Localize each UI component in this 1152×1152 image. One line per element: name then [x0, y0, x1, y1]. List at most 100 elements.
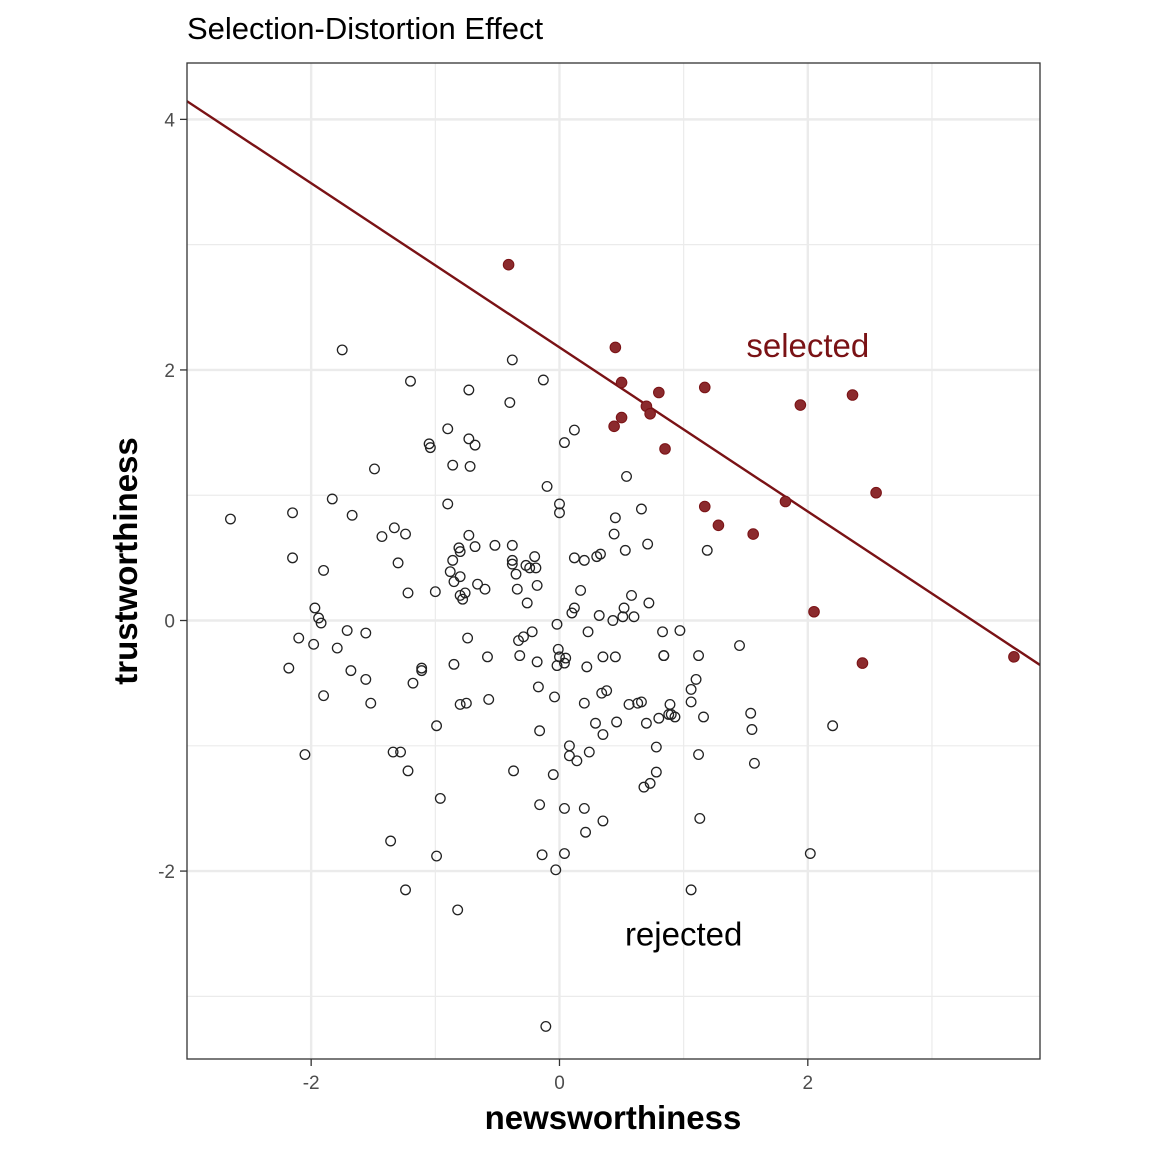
selected-point	[856, 657, 869, 669]
rejected-point	[658, 650, 670, 662]
rejected-point	[537, 374, 549, 386]
annotations: selected rejected	[625, 327, 869, 953]
rejected-point	[318, 564, 330, 576]
rejected-point	[315, 617, 327, 629]
rejected-point	[345, 665, 357, 677]
rejected-point	[447, 554, 459, 566]
rejected-point	[402, 765, 414, 777]
selected-point	[1008, 651, 1020, 663]
regression-line-layer	[187, 100, 1040, 666]
selected-point	[747, 528, 759, 540]
rejected-point	[225, 513, 236, 525]
rejected-point	[617, 611, 629, 623]
rejected-point	[549, 691, 560, 703]
rejected-point	[506, 539, 518, 551]
rejected-point	[514, 650, 526, 662]
rejected-point	[635, 503, 647, 515]
rejected-point	[536, 849, 548, 861]
rejected-point	[504, 397, 516, 408]
rejected-point	[597, 815, 609, 827]
rejected-point	[581, 661, 593, 673]
rejected-point	[623, 698, 635, 710]
selected-point	[653, 386, 665, 399]
selected-point	[644, 407, 656, 420]
rejected-point	[365, 697, 377, 709]
rejected-point	[459, 587, 471, 599]
rejected-point	[395, 746, 407, 758]
axis-ticks: -2 0 2 -2 0 2 4	[158, 110, 813, 1094]
rejected-point	[521, 597, 533, 609]
rejected-point	[559, 657, 570, 669]
selected-point	[779, 495, 792, 508]
rejected-point	[444, 566, 456, 578]
rejected-point	[531, 579, 543, 591]
rejected-point	[472, 578, 483, 590]
rejected-point	[559, 802, 570, 814]
x-tick-label: 0	[554, 1073, 565, 1094]
rejected-point	[650, 741, 662, 753]
x-tick-label: -2	[303, 1073, 320, 1094]
rejected-point	[609, 651, 621, 663]
rejected-point	[698, 711, 709, 723]
selected-point	[698, 381, 711, 394]
rejected-point	[508, 765, 519, 777]
rejected-point	[463, 433, 475, 445]
rejected-point	[566, 607, 578, 619]
rejected-point	[287, 507, 298, 519]
rejected-point	[601, 685, 613, 697]
rejected-point	[827, 720, 839, 732]
rejected-point	[541, 481, 553, 492]
selected-point	[659, 443, 671, 455]
rejected-point	[638, 781, 650, 793]
selected-point	[608, 420, 620, 433]
rejected-point	[532, 681, 544, 693]
y-tick-label: -2	[158, 862, 175, 883]
rejected-point	[657, 626, 668, 638]
rejected-point	[551, 618, 563, 630]
rejected-point	[685, 696, 697, 708]
rejected-point	[388, 522, 400, 534]
rejected-point	[506, 554, 518, 566]
rejected-point	[550, 864, 562, 876]
x-axis-title: newsworthiness	[485, 1099, 742, 1136]
rejected-point	[469, 541, 481, 553]
rejected-point	[643, 597, 655, 609]
rejected-point	[463, 384, 475, 396]
rejected-point	[597, 651, 609, 663]
rejected-point	[479, 583, 491, 595]
rejected-point	[318, 690, 330, 702]
rejected-point	[547, 769, 559, 781]
rejected-point	[568, 424, 580, 436]
rejected-point	[694, 813, 706, 824]
rejected-point	[506, 558, 518, 570]
rejected-point	[534, 799, 546, 811]
rejected-point	[578, 802, 590, 814]
rejected-point	[653, 712, 665, 724]
rejected-point	[454, 698, 466, 710]
x-tick-label: 2	[803, 1073, 814, 1094]
rejected-point	[402, 587, 414, 599]
rejected-point	[469, 439, 481, 451]
rejected-point	[701, 544, 713, 556]
rejected-point	[360, 627, 372, 639]
plot-panel-border	[186, 62, 1041, 1060]
rejected-point	[590, 717, 601, 729]
rejected-point	[506, 354, 518, 366]
rejected-point	[609, 512, 621, 524]
rejected-point	[635, 696, 647, 708]
selected-point	[846, 389, 859, 401]
rejected-point	[534, 725, 546, 737]
rejected-point	[597, 729, 609, 740]
rejected-point	[431, 720, 443, 732]
rejected-point	[669, 711, 681, 723]
rejected-point	[530, 562, 542, 574]
rejected-point	[582, 626, 594, 638]
plot-panel	[187, 63, 1040, 1059]
rejected-point	[619, 544, 631, 556]
rejected-point	[540, 1020, 552, 1032]
rejected-point	[452, 904, 464, 916]
rejected-point	[734, 640, 745, 652]
rejected-point	[583, 746, 595, 758]
selected-point	[615, 411, 628, 424]
rejected-point	[642, 538, 654, 550]
